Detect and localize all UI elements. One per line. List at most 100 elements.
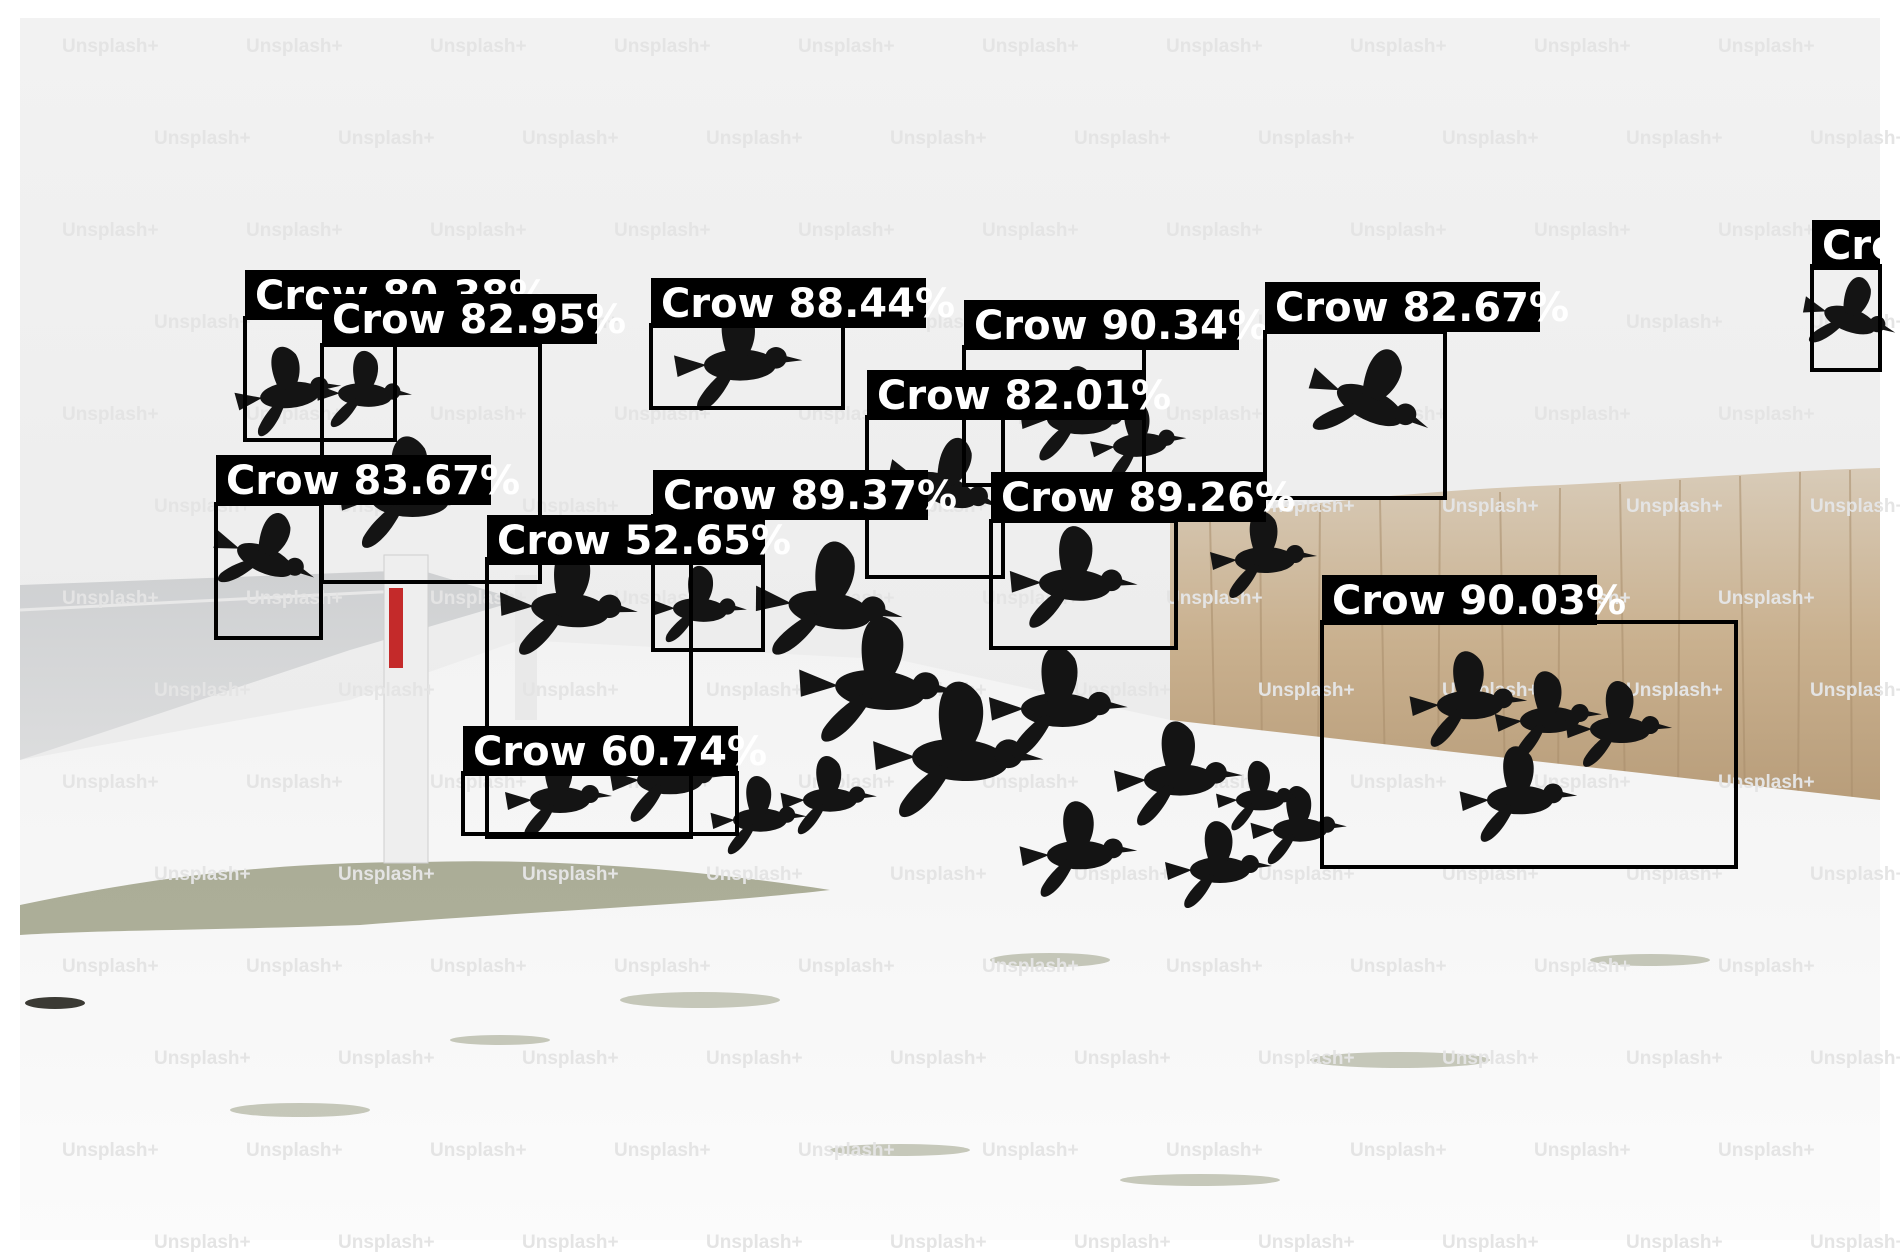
detection-box-crow: Crow 90.03% <box>1320 575 1738 869</box>
watermark-text: Unsplash+ <box>890 1048 987 1069</box>
watermark-text: Unsplash+ <box>982 772 1079 793</box>
detection-label: Crow 60.74% <box>473 729 767 775</box>
detection-box-crow: Cro <box>1810 220 1899 372</box>
watermark-text: Unsplash+ <box>338 128 435 149</box>
watermark-text: Unsplash+ <box>982 36 1079 57</box>
crow-silhouette <box>1165 821 1272 909</box>
crow-silhouette <box>873 681 1044 818</box>
watermark-text: Unsplash+ <box>1718 588 1815 609</box>
crow-silhouette <box>1459 746 1578 842</box>
crow-silhouette <box>780 756 877 835</box>
crow-silhouette <box>1210 511 1317 599</box>
watermark-text: Unsplash+ <box>62 404 159 425</box>
watermark-text: Unsplash+ <box>798 1140 895 1161</box>
watermark-text: Unsplash+ <box>522 496 619 517</box>
watermark-text: Unsplash+ <box>706 1048 803 1069</box>
watermark-text: Unsplash+ <box>1350 1140 1447 1161</box>
crow-silhouette <box>1019 801 1138 897</box>
watermark-text: Unsplash+ <box>1810 1232 1900 1253</box>
watermark-text: Unsplash+ <box>1626 1048 1723 1069</box>
detection-box-crow: Crow 89.26% <box>989 472 1295 650</box>
label-background <box>991 472 1266 522</box>
watermark-text: Unsplash+ <box>1442 1048 1539 1069</box>
detection-box-crow: Crow 60.74% <box>461 726 767 836</box>
detection-label: Crow 52.65% <box>497 518 791 564</box>
detection-overlay: Crow 80.38%Crow 82.95%Crow 88.44%Crow 90… <box>214 220 1899 869</box>
watermark-text: Unsplash+ <box>614 1140 711 1161</box>
crow-silhouette <box>710 776 807 855</box>
watermark-text: Unsplash+ <box>1166 36 1263 57</box>
detection-label: Crow 88.44% <box>661 281 955 327</box>
watermark-text: Unsplash+ <box>1166 956 1263 977</box>
detection-box-crow: Crow 82.95% <box>320 294 626 584</box>
detection-label: Crow 89.26% <box>1001 475 1295 521</box>
watermark-text: Unsplash+ <box>62 220 159 241</box>
label-background <box>867 370 1142 420</box>
detection-label: Crow 82.67% <box>1275 285 1569 331</box>
watermark-text: Unsplash+ <box>154 1048 251 1069</box>
watermark-text: Unsplash+ <box>1258 680 1355 701</box>
detection-label: Crow 90.03% <box>1332 578 1626 624</box>
watermark-text: Unsplash+ <box>154 680 251 701</box>
watermark-text: Unsplash+ <box>246 1140 343 1161</box>
watermark-text: Unsplash+ <box>522 864 619 885</box>
watermark-text: Unsplash+ <box>62 772 159 793</box>
detection-label: Crow 82.95% <box>332 297 626 343</box>
watermark-text: Unsplash+ <box>614 220 711 241</box>
watermark-text: Unsplash+ <box>1258 496 1355 517</box>
watermark-text: Unsplash+ <box>1074 128 1171 149</box>
watermark-text: Unsplash+ <box>1166 588 1263 609</box>
watermark-text: Unsplash+ <box>1074 1232 1171 1253</box>
watermark-text: Unsplash+ <box>1166 220 1263 241</box>
watermark-text: Unsplash+ <box>1074 1048 1171 1069</box>
watermark-text: Unsplash+ <box>1534 1140 1631 1161</box>
detection-box-crow: Crow 82.67% <box>1263 282 1569 500</box>
crow-silhouette <box>1250 786 1347 865</box>
watermark-text: Unsplash+ <box>1810 128 1900 149</box>
watermark-text: Unsplash+ <box>1626 864 1723 885</box>
detection-label: Crow 82.01% <box>877 373 1171 419</box>
watermark-text: Unsplash+ <box>890 1232 987 1253</box>
label-background <box>653 470 928 520</box>
crow-silhouette <box>1009 526 1138 628</box>
watermark-text: Unsplash+ <box>1442 128 1539 149</box>
watermark-text: Unsplash+ <box>798 36 895 57</box>
label-background <box>463 726 738 776</box>
watermark-text: Unsplash+ <box>62 956 159 977</box>
watermark-text: Unsplash+ <box>1534 956 1631 977</box>
watermark-text: Unsplash+ <box>1718 956 1815 977</box>
watermark-text: Unsplash+ <box>430 772 527 793</box>
watermark-text: Unsplash+ <box>1810 864 1900 885</box>
watermark-text: Unsplash+ <box>62 1140 159 1161</box>
watermark-text: Unsplash+ <box>1350 220 1447 241</box>
watermark-text: Unsplash+ <box>1350 956 1447 977</box>
watermark-text: Unsplash+ <box>1626 496 1723 517</box>
watermark-text: Unsplash+ <box>1810 496 1900 517</box>
watermark-text: Unsplash+ <box>522 1048 619 1069</box>
watermark-text: Unsplash+ <box>1442 496 1539 517</box>
watermark-text: Unsplash+ <box>614 36 711 57</box>
detection-box-crow: Crow 82.01% <box>865 370 1171 579</box>
crow-silhouette <box>651 565 747 643</box>
label-background <box>651 278 926 328</box>
watermark-text: Unsplash+ <box>430 220 527 241</box>
watermark-text: Unsplash+ <box>1534 220 1631 241</box>
watermark-text: Unsplash+ <box>614 956 711 977</box>
photo-background <box>19 18 1880 1240</box>
watermark-text: Unsplash+ <box>246 772 343 793</box>
crow-silhouette <box>1802 277 1896 343</box>
watermark-text: Unsplash+ <box>1626 1232 1723 1253</box>
watermark-text: Unsplash+ <box>154 864 251 885</box>
watermark-text: Unsplash+ <box>1626 312 1723 333</box>
label-background <box>1265 282 1540 332</box>
watermark-text: Unsplash+ <box>154 1232 251 1253</box>
detection-box-crow: Crow 83.67% <box>214 455 520 640</box>
label-background <box>216 455 491 505</box>
watermark-text: Unsplash+ <box>246 36 343 57</box>
label-background <box>322 294 597 344</box>
watermark-text: Unsplash+ <box>1166 1140 1263 1161</box>
label-background <box>487 515 762 565</box>
watermark-text: Unsplash+ <box>1718 220 1815 241</box>
crow-silhouette <box>1494 671 1602 760</box>
